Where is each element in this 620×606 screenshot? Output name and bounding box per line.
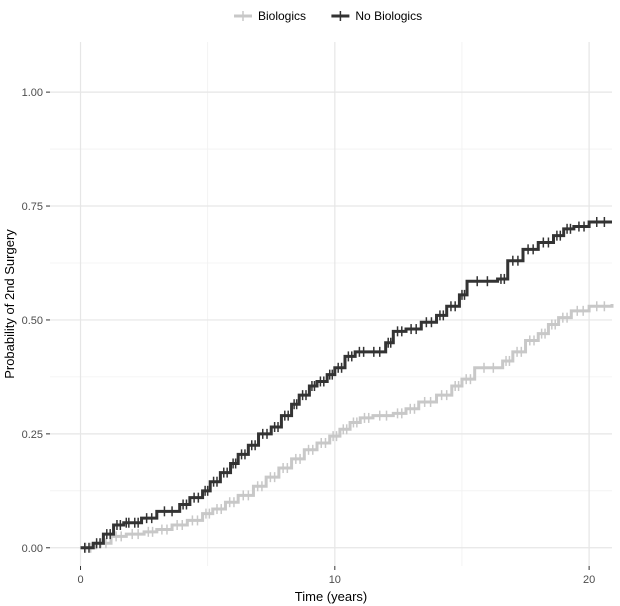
x-tick-label: 0: [77, 574, 83, 586]
x-tick-label: 10: [329, 574, 341, 586]
legend-label-biologics: Biologics: [258, 9, 306, 23]
legend-label-no-biologics: No Biologics: [355, 9, 422, 23]
y-axis: 0.00 0.25 0.50 0.75 1.00: [22, 87, 50, 555]
y-tick-label: 0.25: [22, 429, 43, 441]
x-axis: 0 10 20: [77, 566, 595, 586]
grid-major: [50, 42, 612, 566]
y-tick-label: 1.00: [22, 87, 43, 99]
y-axis-title: Probability of 2nd Surgery: [2, 229, 17, 379]
x-tick-label: 20: [583, 574, 595, 586]
y-tick-label: 0.00: [22, 543, 43, 555]
series-line-no-biologics: [80, 220, 612, 550]
y-tick-label: 0.75: [22, 201, 43, 213]
y-tick-label: 0.50: [22, 315, 43, 327]
x-axis-title: Time (years): [295, 589, 367, 604]
series-layer: [80, 216, 614, 553]
grid-minor: [50, 42, 612, 566]
legend: Biologics No Biologics: [234, 9, 422, 23]
